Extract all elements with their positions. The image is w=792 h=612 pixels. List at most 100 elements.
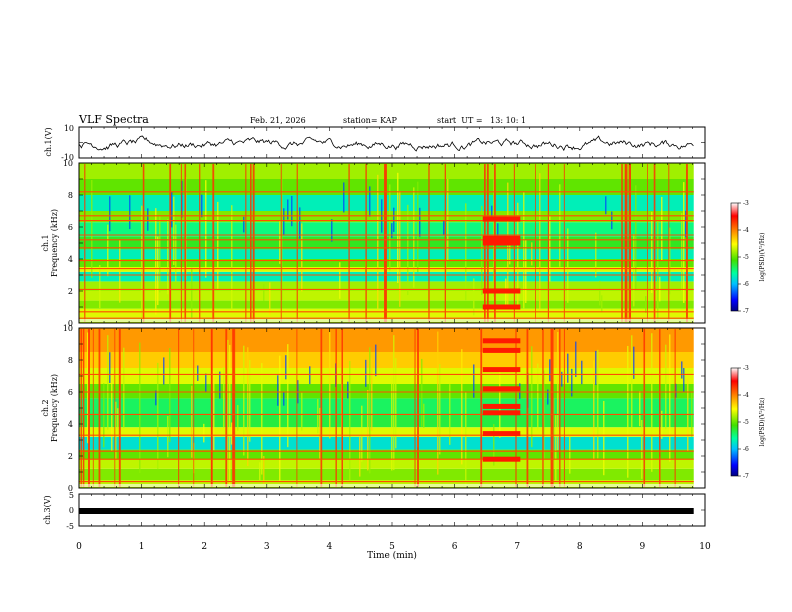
spectrogram-burst-band	[482, 304, 521, 310]
ch3-ytick-top: 5	[69, 491, 74, 500]
spectrogram-burst-band	[482, 347, 521, 353]
colorbar-tick-label: -3	[743, 200, 749, 207]
spectrogram-noise-column	[481, 205, 483, 295]
spectrogram-band	[79, 468, 694, 480]
colorbar-tick-label: -3	[743, 365, 749, 372]
spectrogram-noise-column	[557, 331, 559, 451]
spectrogram-burst-band	[482, 367, 521, 373]
spectrogram-dip-column	[633, 346, 635, 379]
ch2-spectrogram-ylabel-frequency: Frequency (kHz)	[50, 374, 59, 442]
ch1-colorbar-gradient	[730, 202, 739, 312]
spectrogram-dip-column	[283, 208, 285, 236]
spectrogram-noise-column	[651, 211, 653, 293]
spectrogram-noise-column	[191, 267, 193, 318]
ch1-waveform-line	[78, 135, 694, 152]
ch1-voltage-panel: 10 -10 ch.1(V)	[44, 124, 706, 162]
spectrogram-noise-column	[439, 364, 441, 455]
spectrogram-noise-column	[661, 196, 663, 261]
ch3-voltage-panel: 5 0 -5 ch.3(V)	[43, 491, 706, 531]
spectrogram-noise-column	[329, 332, 331, 439]
spectrogram-noise-column	[339, 262, 341, 299]
spectrogram-noise-column	[645, 296, 647, 313]
time-tick-label: 10	[699, 542, 711, 552]
ch1-spectrogram-ylabel-channel: ch.1	[41, 234, 50, 251]
spectrogram-noise-column	[205, 180, 207, 278]
spectrogram-noise-column	[87, 332, 89, 444]
spectrogram-noise-column	[155, 208, 157, 315]
spectrogram-noise-column	[393, 335, 395, 471]
spectrogram-noise-column	[633, 233, 635, 307]
spectrogram-noise-column	[559, 184, 561, 267]
spectrogram-noise-column	[531, 242, 533, 266]
spectrogram-noise-column	[537, 363, 539, 431]
time-tick-label: 8	[577, 542, 583, 552]
spectrogram-noise-column	[359, 437, 361, 477]
spectrogram-noise-column	[391, 377, 393, 471]
ch2-ytick-label: 4	[68, 420, 73, 429]
colorbar-tick-label: -7	[743, 308, 749, 315]
spectrogram-dip-column	[285, 355, 287, 380]
ch2-colorbar-ticks: -3 -4 -5 -6 -7	[738, 365, 749, 480]
ch2-ytick-label: 8	[68, 356, 73, 365]
ch3-voltage-ticks	[78, 493, 706, 527]
time-tick-label: 1	[139, 542, 145, 552]
spectrogram-dip-column	[147, 208, 149, 231]
spectrogram-noise-column	[173, 196, 175, 265]
spectrogram-dip-column	[473, 364, 475, 398]
spectrogram-dip-column	[343, 182, 345, 213]
spectrogram-dip-column	[197, 365, 199, 381]
time-axis-tick-labels: 0 1 2 3 4 5 6 7 8 9 10	[76, 542, 711, 552]
time-axis-label: Time (min)	[367, 550, 417, 561]
spectrogram-noise-column	[217, 201, 219, 290]
spectrogram-dip-column	[365, 359, 367, 387]
spectrogram-noise-column	[279, 355, 281, 481]
spectrogram-noise-column	[517, 202, 519, 311]
ch2-yticks: 0 2 4 6 8 10	[63, 324, 73, 493]
spectrogram-noise-column	[651, 333, 653, 472]
spectrogram-band	[79, 384, 694, 399]
spectrogram-noise-column	[203, 423, 205, 443]
spectrogram-noise-column	[231, 205, 233, 310]
spectrogram-burst-band	[482, 288, 521, 294]
spectrogram-noise-column	[115, 401, 117, 460]
station-label: station= KAP	[343, 116, 398, 125]
spectrogram-noise-column	[231, 422, 233, 445]
spectrogram-band	[79, 328, 694, 352]
spectrogram-noise-column	[213, 370, 215, 451]
spectrogram-floor-strip	[79, 319, 694, 322]
spectrogram-band	[79, 436, 694, 450]
spectrogram-dip-column	[283, 392, 285, 406]
spectrogram-dip-column	[109, 196, 111, 232]
ch1-ytick-bottom: -10	[61, 153, 74, 162]
spectrogram-dip-column	[375, 344, 377, 377]
spectrogram-noise-column	[417, 181, 419, 273]
spectrogram-noise-column	[473, 278, 475, 316]
ch1-voltage-frame	[78, 126, 706, 159]
spectrogram-noise-column	[597, 349, 599, 459]
spectrogram-noise-column	[141, 205, 143, 318]
ch2-ytick-label: 2	[68, 452, 73, 461]
spectrogram-dip-column	[277, 375, 279, 406]
spectrogram-dip-column	[549, 359, 551, 382]
spectrogram-dip-column	[393, 207, 395, 232]
spectrogram-dip-column	[675, 383, 677, 398]
spectrogram-noise-column	[139, 342, 141, 473]
spectrogram-dip-column	[219, 371, 221, 399]
spectrogram-noise-column	[157, 362, 159, 470]
ch2-ytick-label: 0	[68, 484, 73, 493]
spectrogram-noise-column	[465, 391, 467, 488]
spectrogram-noise-column	[349, 360, 351, 481]
time-tick-label: 6	[452, 542, 458, 552]
ch1-colorbar: -3 -4 -5 -6 -7 log(PSD)(V²/Hz)	[730, 200, 766, 315]
spectrogram-dip-column	[299, 207, 301, 239]
spectrogram-noise-column	[681, 213, 683, 292]
spectrogram-noise-column	[407, 204, 409, 296]
spectrogram-band	[79, 459, 694, 469]
spectrogram-noise-column	[423, 403, 425, 428]
spectrogram-noise-column	[395, 358, 397, 449]
ch1-ytick-label: 2	[68, 287, 73, 296]
spectrogram-dip-column	[347, 381, 349, 399]
spectrogram-dip-column	[547, 389, 549, 405]
spectrogram-dip-column	[491, 205, 493, 220]
spectrogram-noise-column	[123, 347, 125, 429]
